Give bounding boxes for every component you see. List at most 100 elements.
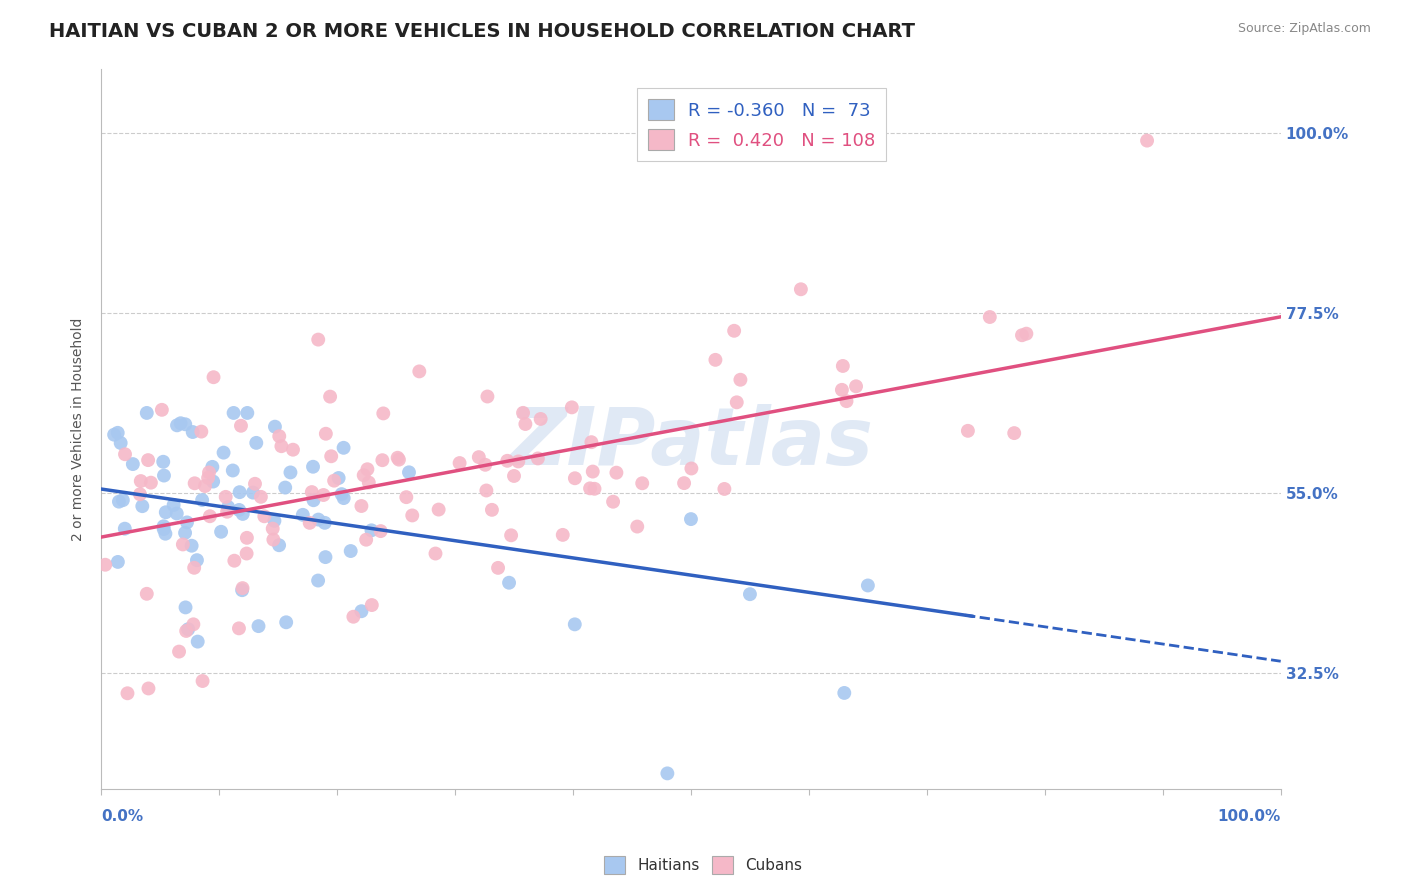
Point <box>191 493 214 508</box>
Point <box>152 522 174 536</box>
Point <box>166 507 188 521</box>
Point <box>315 426 337 441</box>
Point <box>657 766 679 780</box>
Point <box>262 533 284 547</box>
Point <box>162 498 184 512</box>
Point <box>474 458 496 472</box>
Point <box>187 634 209 648</box>
Point <box>301 485 323 500</box>
Point <box>117 686 139 700</box>
Point <box>232 581 254 595</box>
Point <box>845 379 868 393</box>
Point <box>174 600 197 615</box>
Point <box>180 539 202 553</box>
Point <box>408 364 430 378</box>
Point <box>790 282 813 296</box>
Point <box>979 310 1001 324</box>
Point <box>1136 134 1159 148</box>
Point <box>832 686 855 700</box>
Point <box>155 526 177 541</box>
Point <box>581 435 603 450</box>
Point <box>153 468 176 483</box>
Point <box>673 476 696 491</box>
Point <box>135 587 157 601</box>
Point <box>602 494 624 508</box>
Point <box>354 533 377 547</box>
Point <box>307 574 329 588</box>
Point <box>956 424 979 438</box>
Point <box>198 509 221 524</box>
Point <box>176 516 198 530</box>
Point <box>129 487 152 501</box>
Point <box>209 524 232 539</box>
Point <box>250 490 273 504</box>
Point <box>353 468 375 483</box>
Point <box>107 425 129 440</box>
Point <box>114 522 136 536</box>
Point <box>243 476 266 491</box>
Text: HAITIAN VS CUBAN 2 OR MORE VEHICLES IN HOUSEHOLD CORRELATION CHART: HAITIAN VS CUBAN 2 OR MORE VEHICLES IN H… <box>49 22 915 41</box>
Point <box>350 499 373 513</box>
Point <box>108 494 131 508</box>
Point <box>388 452 411 467</box>
Point <box>136 453 159 467</box>
Point <box>167 644 190 658</box>
Point <box>270 439 292 453</box>
Point <box>468 450 491 464</box>
Point <box>425 547 447 561</box>
Point <box>332 491 354 505</box>
Point <box>166 418 188 433</box>
Point <box>298 516 321 530</box>
Point <box>139 475 162 490</box>
Y-axis label: 2 or more Vehicles in Household: 2 or more Vehicles in Household <box>72 318 86 541</box>
Point <box>269 429 291 443</box>
Point <box>229 418 252 433</box>
Point <box>186 553 208 567</box>
Point <box>197 471 219 485</box>
Point <box>515 417 537 431</box>
Point <box>449 456 471 470</box>
Point <box>475 483 498 498</box>
Point <box>174 525 197 540</box>
Point <box>387 450 409 465</box>
Point <box>276 615 298 630</box>
Point <box>319 390 342 404</box>
Point <box>107 555 129 569</box>
Point <box>150 402 173 417</box>
Point <box>551 528 574 542</box>
Point <box>679 512 702 526</box>
Point <box>1011 328 1033 343</box>
Point <box>579 481 602 495</box>
Point <box>202 475 225 489</box>
Point <box>328 471 350 485</box>
Point <box>527 451 550 466</box>
Point <box>307 333 329 347</box>
Point <box>477 390 499 404</box>
Point <box>236 406 259 420</box>
Point <box>323 474 346 488</box>
Text: ZIPatlas: ZIPatlas <box>509 404 873 483</box>
Point <box>401 508 423 523</box>
Point <box>730 373 752 387</box>
Point <box>486 561 509 575</box>
Point <box>191 673 214 688</box>
Point <box>314 550 336 565</box>
Point <box>1002 426 1025 441</box>
Point <box>704 352 727 367</box>
Point <box>723 324 745 338</box>
Point <box>357 475 380 490</box>
Point <box>110 436 132 450</box>
Point <box>169 416 191 430</box>
Point <box>856 578 879 592</box>
Legend: Haitians, Cubans: Haitians, Cubans <box>598 850 808 880</box>
Point <box>508 454 530 468</box>
Point <box>228 621 250 635</box>
Point <box>713 482 735 496</box>
Point <box>291 508 314 522</box>
Point <box>253 509 276 524</box>
Point <box>360 598 382 612</box>
Point <box>212 445 235 459</box>
Point <box>583 482 606 496</box>
Point <box>131 499 153 513</box>
Point <box>217 505 239 519</box>
